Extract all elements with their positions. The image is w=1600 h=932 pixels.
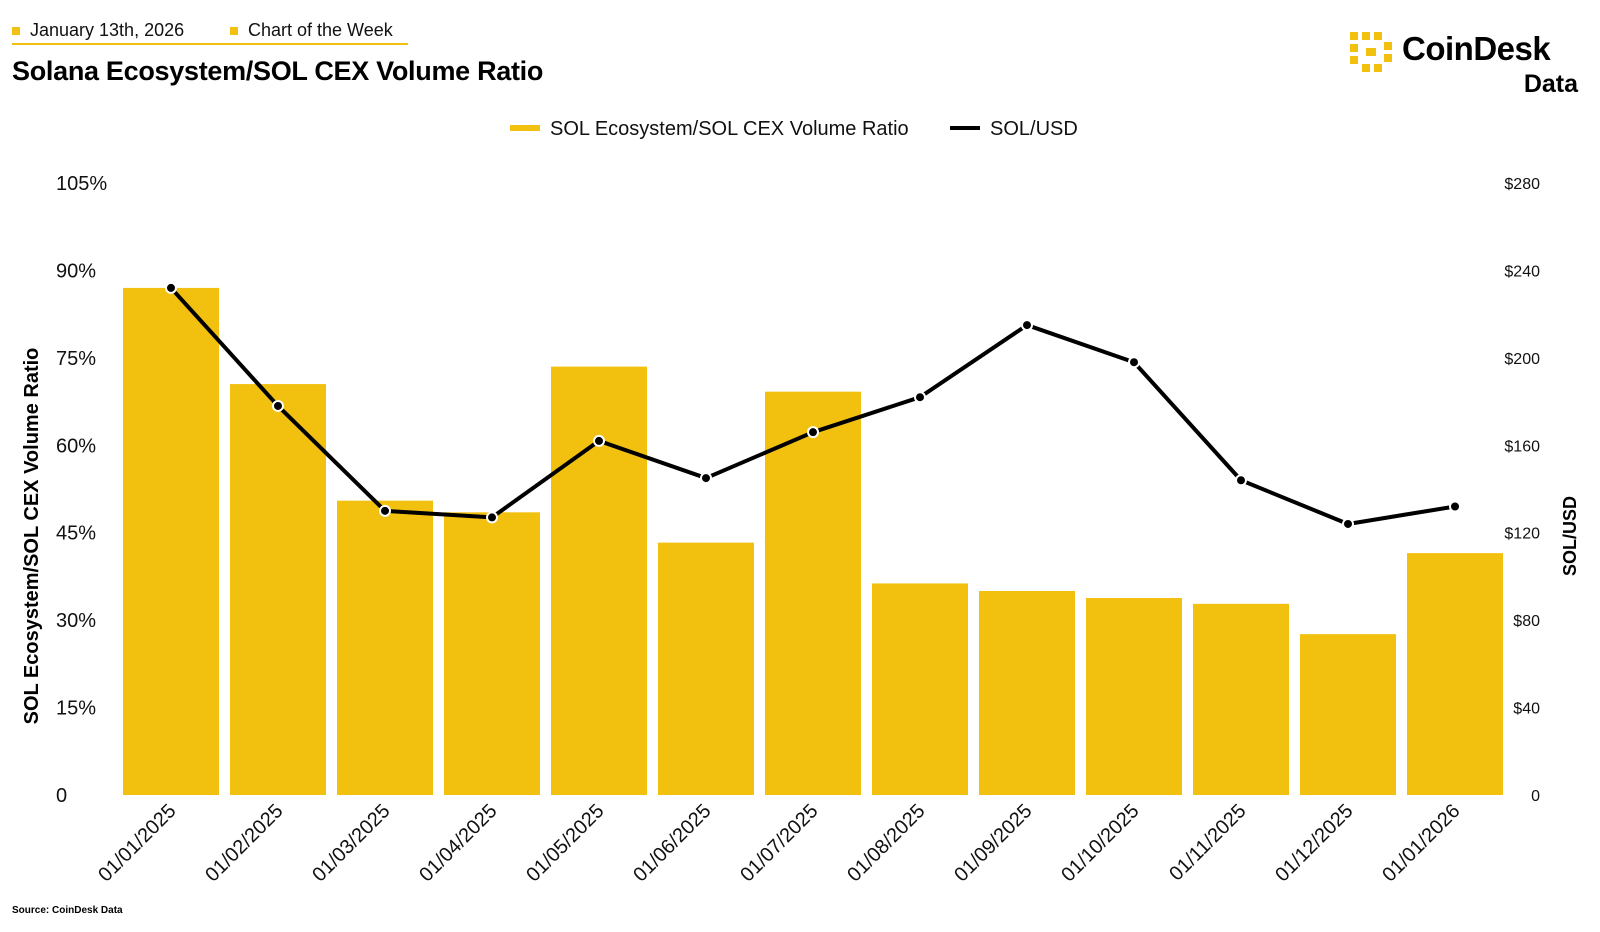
- y-right-tick-label: $200: [1504, 351, 1540, 368]
- logo-name: CoinDesk: [1402, 30, 1551, 67]
- logo-sub: Data: [1523, 70, 1578, 98]
- bar-01/02/2025: [230, 384, 326, 795]
- x-tick-label: 01/09/2025: [950, 800, 1036, 886]
- sol-usd-point-01/01/2025: [165, 281, 177, 294]
- y-right-tick-label: $160: [1504, 438, 1540, 455]
- page-title: Solana Ecosystem/SOL CEX Volume Ratio: [12, 56, 544, 86]
- chart-of-week-tag: Chart of the Week: [230, 20, 393, 41]
- x-tick-label: 01/07/2025: [736, 800, 822, 886]
- bar-01/09/2025: [979, 591, 1075, 795]
- y-tick-label: 90%: [56, 260, 96, 282]
- bar-01/12/2025: [1300, 634, 1396, 795]
- x-tick-label: 01/12/2025: [1271, 800, 1357, 886]
- bar-01/07/2025: [765, 391, 861, 795]
- source-note: Source: CoinDesk Data: [12, 905, 123, 916]
- y-right-tick-label: $120: [1504, 526, 1540, 543]
- bar-01/03/2025: [337, 500, 433, 795]
- sol-usd-point-01/11/2025: [1235, 474, 1247, 487]
- y-tick-label: 105%: [56, 173, 107, 195]
- coindesk-logo: CoinDesk Data: [1350, 30, 1580, 102]
- x-tick-label: 01/06/2025: [629, 800, 715, 886]
- y-tick-label: 45%: [56, 523, 96, 545]
- bar-01/04/2025: [444, 512, 540, 795]
- y-tick-label: 15%: [56, 698, 96, 720]
- square-icon: [230, 26, 238, 35]
- sol-usd-point-01/07/2025: [807, 426, 819, 439]
- x-tick-label: 01/10/2025: [1057, 800, 1143, 886]
- y-tick-label: 0: [56, 785, 67, 807]
- bar-01/10/2025: [1086, 597, 1182, 795]
- x-tick-label: 01/02/2025: [201, 800, 287, 886]
- sol-usd-point-01/01/2026: [1449, 500, 1461, 513]
- y-tick-label: 30%: [56, 610, 96, 632]
- y-right-tick-label: $280: [1504, 176, 1540, 193]
- bar-01/05/2025: [551, 366, 647, 795]
- y-axis-title: SOL Ecosystem/SOL CEX Volume Ratio: [21, 348, 43, 725]
- sol-usd-point-01/06/2025: [700, 472, 712, 485]
- bar-01/08/2025: [872, 583, 968, 795]
- date-label: January 13th, 2026: [30, 20, 185, 40]
- y-tick-label: 75%: [56, 348, 96, 370]
- sol-usd-point-01/12/2025: [1342, 517, 1354, 530]
- bar-01/01/2026: [1407, 553, 1503, 795]
- y-right-tick-label: 0: [1531, 788, 1540, 805]
- sol-usd-point-01/02/2025: [272, 399, 284, 412]
- sol-usd-point-01/05/2025: [593, 434, 605, 447]
- date-tag: January 13th, 2026: [12, 20, 184, 41]
- coindesk-logo-icon: [1350, 32, 1392, 72]
- x-tick-label: 01/08/2025: [843, 800, 929, 886]
- x-tick-label: 01/05/2025: [522, 800, 608, 886]
- y-right-tick-label: $80: [1513, 613, 1540, 630]
- sol-usd-point-01/08/2025: [914, 391, 926, 404]
- legend-line-label: SOL/USD: [990, 118, 1078, 140]
- x-tick-label: 01/11/2025: [1165, 800, 1250, 885]
- sol-usd-point-01/03/2025: [379, 504, 391, 517]
- square-icon: [12, 26, 20, 35]
- sol-usd-point-01/10/2025: [1128, 356, 1140, 369]
- x-tick-label: 01/03/2025: [308, 800, 394, 886]
- sol-usd-point-01/04/2025: [486, 511, 498, 524]
- x-tick-label: 01/04/2025: [415, 800, 501, 886]
- y-tick-label: 60%: [56, 435, 96, 457]
- legend-bar-label: SOL Ecosystem/SOL CEX Volume Ratio: [550, 118, 909, 140]
- bar-01/11/2025: [1193, 603, 1289, 795]
- legend-bar-swatch: [510, 125, 540, 131]
- y-right-tick-label: $40: [1513, 701, 1540, 718]
- y-axis-right-title: SOL/USD: [1560, 496, 1580, 576]
- x-tick-label: 01/01/2025: [94, 800, 180, 886]
- sol-usd-point-01/09/2025: [1021, 319, 1033, 332]
- header-underline: [12, 43, 408, 45]
- y-right-tick-label: $240: [1504, 263, 1540, 280]
- chart-of-week-label: Chart of the Week: [248, 20, 393, 40]
- bar-01/01/2025: [123, 287, 219, 795]
- legend-line-swatch: [950, 126, 980, 130]
- x-tick-label: 01/01/2026: [1378, 800, 1464, 886]
- bar-01/06/2025: [658, 542, 754, 795]
